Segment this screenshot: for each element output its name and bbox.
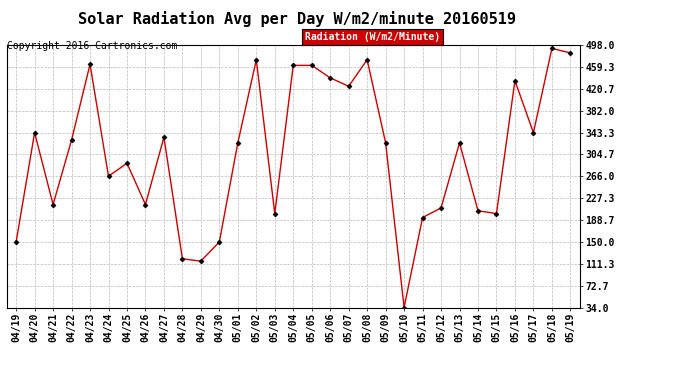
- Text: Radiation (W/m2/Minute): Radiation (W/m2/Minute): [305, 32, 440, 42]
- Text: Copyright 2016 Cartronics.com: Copyright 2016 Cartronics.com: [7, 41, 177, 51]
- Text: Solar Radiation Avg per Day W/m2/minute 20160519: Solar Radiation Avg per Day W/m2/minute …: [78, 11, 515, 27]
